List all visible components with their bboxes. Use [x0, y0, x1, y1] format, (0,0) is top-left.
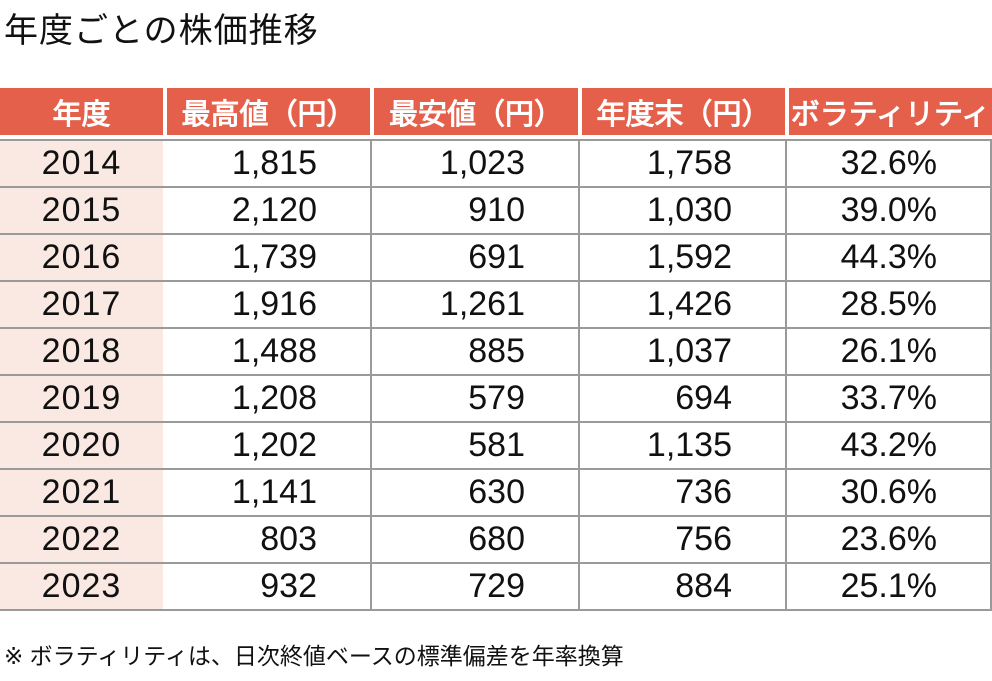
year-cell: 2019: [0, 376, 163, 423]
table-row: 2014 1,815 1,023 1,758 32.6%: [0, 139, 992, 188]
volatility-cell: 43.2%: [785, 423, 992, 470]
low-cell: 691: [370, 235, 578, 282]
year-end-cell: 736: [578, 470, 785, 517]
high-cell: 932: [163, 564, 370, 611]
high-cell: 1,916: [163, 282, 370, 329]
column-header-year: 年度: [0, 88, 163, 139]
volatility-cell: 28.5%: [785, 282, 992, 329]
low-cell: 1,261: [370, 282, 578, 329]
year-cell: 2020: [0, 423, 163, 470]
table-row: 2016 1,739 691 1,592 44.3%: [0, 235, 992, 282]
year-end-cell: 1,030: [578, 188, 785, 235]
year-cell: 2017: [0, 282, 163, 329]
year-end-cell: 1,037: [578, 329, 785, 376]
year-cell: 2015: [0, 188, 163, 235]
year-cell: 2014: [0, 139, 163, 188]
table-row: 2017 1,916 1,261 1,426 28.5%: [0, 282, 992, 329]
low-cell: 581: [370, 423, 578, 470]
high-cell: 1,815: [163, 139, 370, 188]
year-end-cell: 1,135: [578, 423, 785, 470]
low-cell: 885: [370, 329, 578, 376]
high-cell: 1,488: [163, 329, 370, 376]
year-end-cell: 756: [578, 517, 785, 564]
page-title: 年度ごとの株価推移: [4, 12, 319, 50]
high-cell: 1,202: [163, 423, 370, 470]
year-cell: 2023: [0, 564, 163, 611]
table-row: 2020 1,202 581 1,135 43.2%: [0, 423, 992, 470]
year-end-cell: 884: [578, 564, 785, 611]
column-header-year-end: 年度末（円）: [578, 88, 785, 139]
low-cell: 579: [370, 376, 578, 423]
column-header-low: 最安値（円）: [370, 88, 578, 139]
year-end-cell: 694: [578, 376, 785, 423]
low-cell: 1,023: [370, 139, 578, 188]
table-body: 2014 1,815 1,023 1,758 32.6% 2015 2,120 910 1,03…: [0, 139, 992, 611]
volatility-cell: 26.1%: [785, 329, 992, 376]
year-end-cell: 1,758: [578, 139, 785, 188]
table-row: 2018 1,488 885 1,037 26.1%: [0, 329, 992, 376]
table-header: 年度 最高値（円） 最安値（円） 年度末（円） ボラティリティ: [0, 88, 992, 139]
low-cell: 910: [370, 188, 578, 235]
high-cell: 1,739: [163, 235, 370, 282]
high-cell: 2,120: [163, 188, 370, 235]
year-cell: 2022: [0, 517, 163, 564]
table-row: 2023 932 729 884 25.1%: [0, 564, 992, 611]
table-row: 2015 2,120 910 1,030 39.0%: [0, 188, 992, 235]
volatility-cell: 25.1%: [785, 564, 992, 611]
low-cell: 680: [370, 517, 578, 564]
volatility-cell: 23.6%: [785, 517, 992, 564]
table-row: 2019 1,208 579 694 33.7%: [0, 376, 992, 423]
table-row: 2021 1,141 630 736 30.6%: [0, 470, 992, 517]
footnote: ※ ボラティリティは、日次終値ベースの標準偏差を年率換算: [4, 643, 624, 669]
volatility-cell: 33.7%: [785, 376, 992, 423]
table-row: 2022 803 680 756 23.6%: [0, 517, 992, 564]
year-end-cell: 1,592: [578, 235, 785, 282]
year-cell: 2018: [0, 329, 163, 376]
column-header-high: 最高値（円）: [163, 88, 370, 139]
volatility-cell: 30.6%: [785, 470, 992, 517]
stock-price-table: 年度 最高値（円） 最安値（円） 年度末（円） ボラティリティ 2014 1,81…: [0, 88, 992, 611]
volatility-cell: 39.0%: [785, 188, 992, 235]
low-cell: 729: [370, 564, 578, 611]
volatility-cell: 44.3%: [785, 235, 992, 282]
high-cell: 1,208: [163, 376, 370, 423]
volatility-cell: 32.6%: [785, 139, 992, 188]
high-cell: 803: [163, 517, 370, 564]
year-end-cell: 1,426: [578, 282, 785, 329]
header-row: 年度 最高値（円） 最安値（円） 年度末（円） ボラティリティ: [0, 88, 992, 139]
high-cell: 1,141: [163, 470, 370, 517]
column-header-volatility: ボラティリティ: [785, 88, 992, 139]
year-cell: 2021: [0, 470, 163, 517]
year-cell: 2016: [0, 235, 163, 282]
low-cell: 630: [370, 470, 578, 517]
